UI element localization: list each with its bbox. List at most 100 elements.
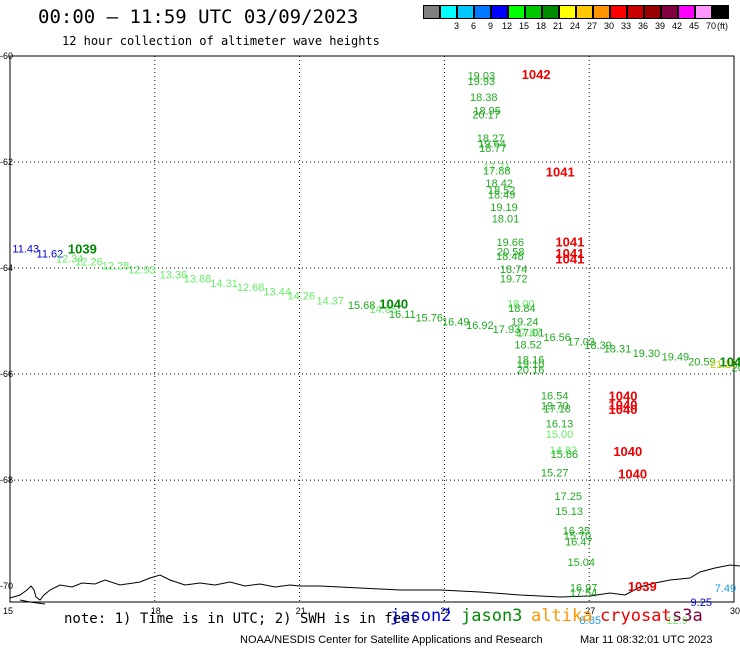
coastline-path — [9, 564, 740, 601]
wave-height-reading: 17.88 — [483, 166, 511, 178]
legend-swatch — [695, 5, 712, 19]
wave-height-reading: 19.03 — [468, 71, 496, 83]
wave-height-reading: 18.52 — [514, 339, 542, 351]
wave-height-reading: 16.92 — [466, 320, 494, 332]
wave-height-reading: 18.27 — [477, 133, 505, 145]
wave-height-reading: 15.27 — [541, 468, 569, 480]
pressure-label: 1039 — [628, 579, 657, 594]
wave-height-reading: 16.11 — [389, 309, 416, 321]
wave-height-reading: 9.25 — [691, 597, 712, 609]
lat-tick-label: -60 — [0, 51, 13, 61]
legend-tick-label: 45 — [689, 21, 700, 31]
wave-height-reading: 17.71 — [483, 161, 511, 173]
pressure-label: 1041 — [546, 165, 575, 180]
wave-height-reading: 19.70 — [541, 400, 569, 412]
pressure-label: 1040 — [609, 402, 638, 417]
wave-height-reading: 19.24 — [511, 317, 539, 329]
legend-swatch — [508, 5, 525, 19]
wave-height-reading: 14.85 — [370, 304, 398, 316]
satellite-label-jason2: jason2 — [390, 606, 452, 626]
legend-swatch — [593, 5, 610, 19]
wave-height-reading: 12.68 — [237, 282, 265, 294]
wave-height-reading: 15.68 — [348, 300, 376, 312]
wave-height-reading: 17.03 — [567, 337, 595, 349]
legend-tick-label: 3 — [454, 21, 460, 31]
wave-height-reading: 12.28 — [102, 260, 130, 272]
chart-title: 00:00 – 11:59 UTC 03/09/2023 — [38, 6, 359, 28]
legend-tick-label: 21 — [553, 21, 564, 31]
legend-tick-label: 6 — [471, 21, 477, 31]
legend-swatch — [542, 5, 559, 19]
pressure-label: 1041 — [555, 235, 584, 250]
wave-height-reading: 14.37 — [316, 295, 344, 307]
wave-height-reading: 16.47 — [565, 537, 593, 549]
wave-height-reading: 20.16 — [517, 364, 545, 376]
map-frame — [9, 55, 735, 603]
footer-timestamp: Mar 11 08:32:01 UTC 2023 — [580, 634, 713, 646]
wave-height-reading: 17.93 — [493, 324, 521, 336]
wave-height-reading: 15.00 — [546, 429, 574, 441]
wave-height-reading: 18.38 — [470, 92, 498, 104]
pressure-label: 1040 — [379, 297, 408, 312]
wave-height-reading: 17.87 — [514, 327, 542, 339]
wave-height-reading: 20.17 — [472, 109, 500, 121]
wave-height-reading: 12.9 — [666, 615, 687, 627]
lon-tick-label: 21 — [296, 606, 306, 616]
legend-tick-label: 36 — [638, 21, 649, 31]
satellite-label-cryosat: cryosat — [600, 606, 672, 626]
lon-tick-label: 24 — [440, 606, 450, 616]
wave-height-reading: 15.86 — [551, 449, 579, 461]
wave-height-reading: 12.26 — [75, 257, 103, 269]
wave-height-reading: 17.18 — [543, 404, 571, 416]
satellite-label-s3a: s3a — [672, 606, 703, 626]
wave-height-reading: 18.16 — [517, 355, 545, 367]
wave-height-reading: 12.34 — [56, 253, 84, 265]
legend-tick-label: 70 — [706, 21, 717, 31]
legend-swatch — [440, 5, 457, 19]
wave-height-reading: 16.35 — [563, 525, 591, 537]
pressure-label: 1040 — [618, 467, 647, 482]
lat-tick-label: -64 — [0, 263, 13, 273]
pressure-label: 1040 — [609, 397, 638, 412]
legend-swatch — [661, 5, 678, 19]
wave-height-reading: 16.49 — [442, 317, 470, 329]
wave-height-reading: 18.77 — [479, 143, 507, 155]
wave-height-reading: 19.19 — [490, 202, 518, 214]
chart-subtitle: 12 hour collection of altimeter wave hei… — [62, 34, 380, 48]
wave-height-reading: 18.49 — [488, 189, 516, 201]
lon-tick-label: 15 — [3, 606, 13, 616]
legend-swatch — [491, 5, 508, 19]
wave-height-reading: 20.58 — [497, 247, 525, 259]
legend-swatch — [559, 5, 576, 19]
lon-tick-label: 27 — [585, 606, 595, 616]
lat-tick-label: -68 — [0, 475, 13, 485]
pressure-label: 1041 — [555, 251, 584, 266]
pressure-label: 1040 — [609, 388, 638, 403]
wave-height-reading: 19.10 — [517, 359, 545, 371]
wave-height-reading: 19.72 — [500, 274, 528, 286]
wave-height-reading: 14.31 — [210, 278, 238, 290]
wave-height-reading: 19.64 — [478, 138, 506, 150]
lon-tick-label: 30 — [730, 606, 740, 616]
units-note: note: 1) Time is in UTC; 2) SWH is in fe… — [64, 611, 419, 627]
lon-tick-label: 18 — [151, 606, 161, 616]
wave-height-reading: 19.30 — [633, 348, 661, 360]
legend-swatch — [678, 5, 695, 19]
wave-height-reading: 12.93 — [128, 265, 156, 277]
wave-height-reading: 7.49 — [715, 583, 736, 595]
legend-tick-label: 33 — [621, 21, 632, 31]
wave-height-reading: 20.99 — [732, 363, 740, 375]
wave-height-reading: 18.48 — [496, 251, 524, 263]
satellite-label-altika: altika — [531, 606, 593, 626]
wave-height-reading: 18.01 — [492, 214, 520, 226]
legend-unit: (ft) — [717, 21, 728, 31]
legend-swatch — [712, 5, 729, 19]
wave-height-reading: 13.88 — [184, 274, 212, 286]
legend-tick-label: 9 — [488, 21, 494, 31]
pressure-label: 1041 — [720, 354, 740, 369]
lat-tick-label: -66 — [0, 369, 13, 379]
lat-tick-label: -62 — [0, 157, 13, 167]
legend-swatch — [610, 5, 627, 19]
